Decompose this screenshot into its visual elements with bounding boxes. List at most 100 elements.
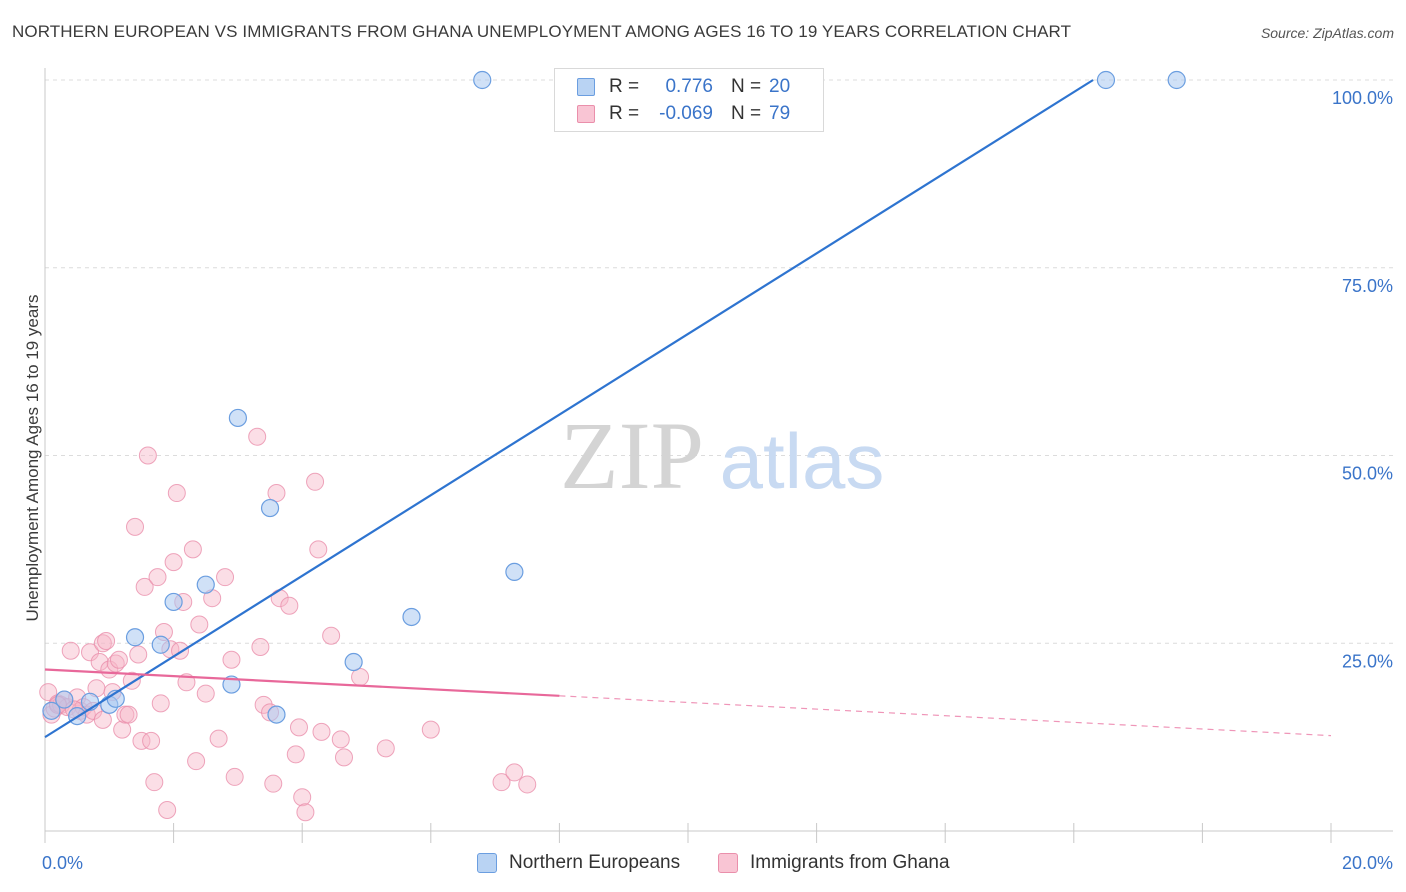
ghana-point: [151, 694, 170, 713]
ghana-point: [113, 720, 132, 739]
ghana-point: [306, 472, 325, 491]
ghana-point: [187, 752, 206, 771]
y-tick-label: 25.0%: [1342, 651, 1393, 671]
ghana-point: [216, 568, 235, 587]
ghana-points: [39, 427, 537, 822]
legend-n-label: N =: [731, 76, 762, 97]
legend-r-label: R =: [609, 76, 640, 97]
ghana-point: [251, 638, 270, 657]
legend-label: Immigrants from Ghana: [750, 852, 950, 873]
ghana-point: [93, 710, 112, 729]
legend-swatch-pink: [577, 105, 595, 123]
chart-title: NORTHERN EUROPEAN VS IMMIGRANTS FROM GHA…: [12, 22, 1072, 41]
northern-european-point: [267, 705, 286, 724]
y-axis-label: Unemployment Among Ages 16 to 19 years: [23, 295, 42, 622]
ghana-point: [61, 641, 80, 660]
ghana-point: [109, 650, 128, 669]
northern-european-point: [402, 607, 421, 627]
northern-european-point: [55, 690, 74, 709]
northern-european-point: [344, 652, 363, 672]
northern-european-point: [228, 408, 247, 428]
legend-swatch-pink: [718, 853, 738, 873]
ghana-point: [132, 731, 151, 750]
northern-european-point: [1096, 70, 1116, 90]
ghana-point: [190, 615, 209, 634]
ghana-point: [222, 650, 241, 669]
ghana-point: [97, 631, 116, 650]
legend-row-northern-europeans: R = 0.776 N = 20: [577, 75, 790, 99]
y-tick-label: 100.0%: [1332, 88, 1393, 108]
ghana-point: [164, 553, 183, 572]
ghana-point: [81, 643, 100, 662]
trend-lines: [44, 79, 1332, 739]
ghana-point: [196, 684, 215, 703]
northern-european-point: [505, 562, 524, 582]
northern-european-point: [1167, 70, 1186, 90]
ghana-point: [334, 748, 353, 767]
legend-item-ghana: Immigrants from Ghana: [718, 852, 950, 874]
legend-n-label: N =: [731, 103, 762, 124]
ghana-point: [421, 720, 440, 739]
source-credit: Source: ZipAtlas.com: [1260, 25, 1394, 41]
ghana-point: [280, 596, 299, 615]
ghana-point: [119, 705, 138, 724]
ghana-point: [518, 775, 537, 794]
ghana-point: [264, 774, 283, 793]
legend-swatch-blue: [477, 853, 497, 873]
ghana-point: [286, 745, 305, 764]
ghana-point: [309, 540, 328, 559]
ghana-point: [209, 729, 228, 748]
northern-european-points: [42, 70, 1186, 726]
northern-european-point: [473, 70, 492, 90]
x-tick-label: 20.0%: [1342, 853, 1393, 873]
ghana-point: [376, 739, 395, 758]
ghana-point: [254, 695, 273, 714]
northern-european-point: [151, 635, 170, 654]
ghana-point: [183, 540, 202, 559]
ghana-point: [289, 718, 308, 737]
y-tick-label: 75.0%: [1342, 276, 1393, 296]
ghana-point: [505, 763, 524, 782]
ghana-point: [90, 653, 109, 672]
northern-european-point: [196, 575, 215, 594]
watermark-zip: ZIP: [560, 402, 704, 509]
y-tick-label: 50.0%: [1342, 464, 1393, 484]
legend-label: Northern Europeans: [509, 852, 681, 873]
legend-r-label: R =: [609, 103, 640, 124]
ghana-point: [158, 800, 177, 819]
northern-european-trend-line: [44, 79, 1094, 739]
northern-european-point: [42, 701, 61, 720]
ghana-point: [148, 568, 167, 587]
legend-item-northern-europeans: Northern Europeans: [477, 852, 680, 874]
legend-swatch-blue: [577, 78, 595, 96]
ghana-point: [312, 722, 331, 741]
ghana-trend-line: [44, 668, 560, 697]
ghana-trend-extension: [559, 695, 1332, 737]
ghana-point: [167, 484, 186, 503]
ghana-point: [142, 731, 161, 750]
ghana-point: [225, 767, 244, 786]
watermark: ZIP atlas: [560, 402, 884, 509]
ghana-point: [248, 427, 267, 446]
legend-r-value: -0.069: [659, 103, 713, 124]
ghana-point: [296, 803, 315, 822]
northern-european-point: [164, 592, 183, 612]
ghana-point: [331, 730, 350, 749]
correlation-legend: R = 0.776 N = 20 R = -0.069 N = 79: [554, 68, 824, 132]
legend-r-value: 0.776: [665, 76, 713, 97]
grid-lines: [45, 79, 1393, 644]
ghana-point: [267, 484, 286, 503]
ghana-point: [138, 446, 157, 465]
ghana-point: [145, 773, 164, 792]
ghana-point: [129, 645, 148, 664]
watermark-atlas: atlas: [720, 417, 885, 505]
ghana-point: [135, 577, 154, 596]
ghana-point: [492, 773, 511, 792]
series-legend: Northern Europeans Immigrants from Ghana: [0, 852, 1406, 878]
ghana-point: [93, 634, 112, 653]
northern-european-point: [260, 498, 280, 518]
ghana-point: [293, 788, 312, 807]
legend-n-value: 20: [769, 76, 791, 97]
ghana-point: [126, 517, 145, 536]
